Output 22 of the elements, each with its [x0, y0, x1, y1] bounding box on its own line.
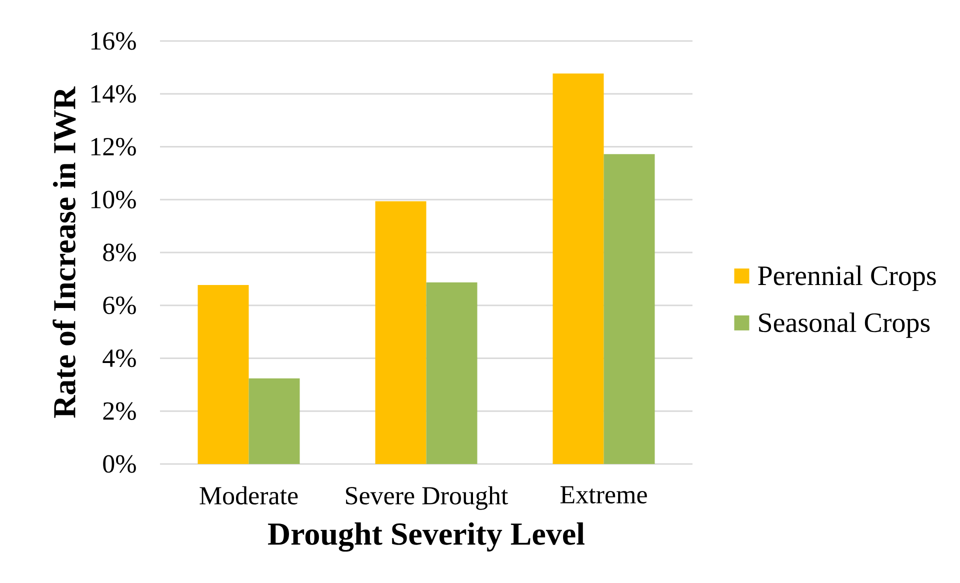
- y-tick-label: 12%: [91, 138, 136, 156]
- y-tick-label: 16%: [91, 32, 136, 50]
- bar: [248, 378, 300, 464]
- y-tick-label: 0%: [103, 455, 136, 473]
- y-tick-label: 4%: [102, 349, 136, 368]
- bar: [552, 74, 604, 464]
- y-tick-label: 8%: [103, 244, 136, 262]
- y-tick-label: 2%: [103, 402, 136, 420]
- legend-label: Seasonal Crops: [759, 312, 930, 338]
- y-tick-label: 6%: [103, 296, 136, 314]
- bar: [604, 154, 655, 464]
- bar: [375, 201, 426, 464]
- x-tick-label: Severe Drought: [346, 486, 508, 510]
- y-tick-label: 14%: [91, 85, 136, 103]
- y-tick-label: 10%: [91, 190, 136, 208]
- x-tick-label: Extreme: [560, 486, 647, 504]
- bar: [198, 285, 249, 464]
- x-axis-title: Drought Severity Level: [268, 522, 584, 552]
- bar: [426, 282, 478, 464]
- legend-label: Perennial Crops: [758, 266, 936, 291]
- y-axis-title: Rate of Increase in IWR: [52, 86, 76, 418]
- x-tick-label: Moderate: [200, 486, 298, 504]
